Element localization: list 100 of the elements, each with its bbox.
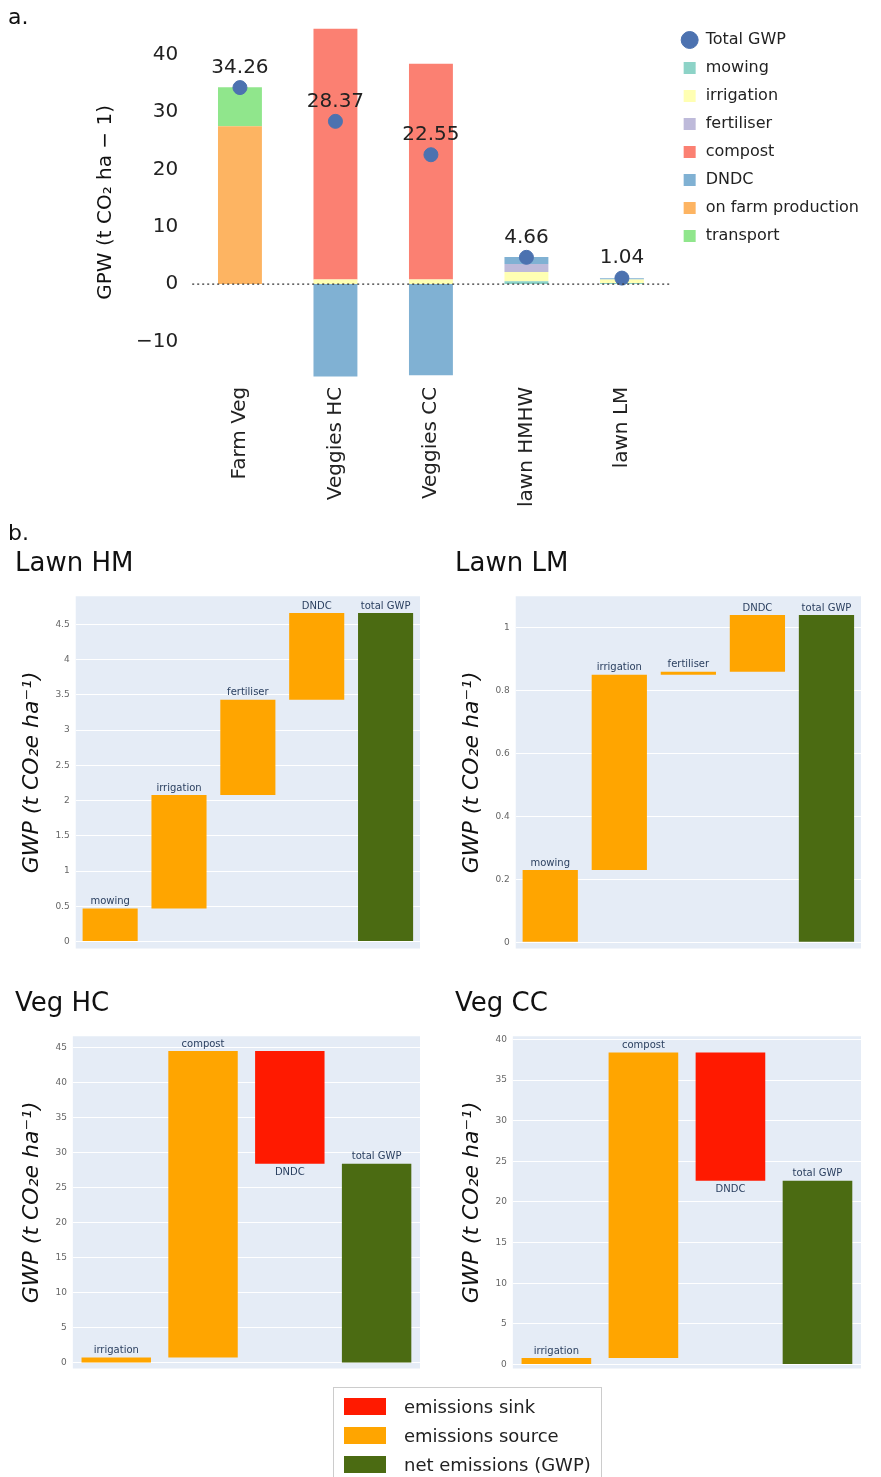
legend-label: compost bbox=[705, 141, 775, 161]
y-tick-label: 0.8 bbox=[495, 684, 510, 695]
y-tick-label: 2.5 bbox=[55, 759, 70, 770]
bar bbox=[695, 1052, 766, 1181]
y-tick-label: 0 bbox=[61, 1357, 68, 1368]
point bbox=[327, 113, 343, 129]
y-tick-label: 1 bbox=[63, 865, 70, 876]
x-tick-label: DNDC bbox=[742, 601, 773, 613]
bar bbox=[313, 279, 358, 285]
bar bbox=[729, 615, 786, 672]
x-tick-label: Veggies HC bbox=[321, 386, 346, 501]
bar bbox=[289, 613, 345, 700]
bar bbox=[521, 1358, 592, 1365]
y-tick-label: 30 bbox=[55, 1146, 68, 1157]
y-axis-title: GWP (t CO₂e ha⁻¹) bbox=[457, 1101, 483, 1304]
legend-label: emissions sink bbox=[404, 1396, 536, 1417]
bar bbox=[504, 272, 549, 282]
y-tick-label: 30 bbox=[152, 98, 179, 123]
bar bbox=[217, 87, 262, 127]
y-axis-title: GWP (t CO₂e ha⁻¹) bbox=[17, 671, 43, 874]
bar bbox=[217, 126, 262, 285]
y-tick-label: 35 bbox=[55, 1111, 67, 1122]
y-tick-label: 3 bbox=[63, 724, 70, 735]
legend-label: irrigation bbox=[705, 85, 779, 105]
y-tick-label: 3.5 bbox=[55, 689, 70, 700]
y-tick-label: 0.5 bbox=[55, 900, 70, 911]
text: a. bbox=[8, 4, 29, 29]
legend-label: transport bbox=[705, 225, 780, 245]
bar bbox=[798, 615, 855, 942]
bar bbox=[313, 284, 358, 377]
y-tick-label: 0 bbox=[503, 936, 510, 947]
point bbox=[423, 147, 439, 163]
point bbox=[614, 270, 630, 286]
data-label: 34.26 bbox=[211, 53, 269, 78]
y-tick-label: 20 bbox=[495, 1196, 508, 1207]
bar bbox=[504, 263, 549, 273]
x-tick-label: total GWP bbox=[801, 601, 852, 613]
x-tick-label: total GWP bbox=[792, 1167, 843, 1179]
y-tick-label: −10 bbox=[135, 327, 179, 352]
y-tick-label: 0 bbox=[63, 935, 70, 946]
bar bbox=[782, 1180, 853, 1365]
x-tick-label: total GWP bbox=[351, 1150, 402, 1162]
point bbox=[232, 80, 248, 96]
y-axis-title: GPW (t CO₂ ha − 1) bbox=[92, 104, 117, 300]
x-tick-label: Farm Veg bbox=[226, 386, 251, 480]
legend-label: emissions source bbox=[404, 1425, 559, 1446]
y-tick-label: 5 bbox=[61, 1322, 67, 1333]
point bbox=[518, 249, 534, 265]
y-tick-label: 25 bbox=[55, 1182, 67, 1193]
y-tick-label: 0 bbox=[165, 270, 179, 295]
y-tick-label: 0 bbox=[501, 1358, 508, 1369]
y-tick-label: 45 bbox=[55, 1041, 67, 1052]
y-tick-label: 15 bbox=[55, 1252, 67, 1263]
bar bbox=[151, 794, 207, 909]
y-tick-label: 0.6 bbox=[495, 747, 510, 758]
y-tick-label: 0.4 bbox=[495, 810, 510, 821]
bar bbox=[341, 1163, 412, 1363]
bar bbox=[82, 908, 138, 942]
x-tick-label: DNDC bbox=[301, 599, 332, 611]
bar bbox=[660, 671, 716, 675]
legend-label: on farm production bbox=[705, 197, 860, 217]
y-tick-label: 1 bbox=[503, 622, 510, 633]
legend-label: Total GWP bbox=[704, 29, 787, 49]
y-tick-label: 10 bbox=[55, 1287, 68, 1298]
chart-title: Lawn HM bbox=[15, 547, 134, 578]
y-tick-label: 40 bbox=[55, 1076, 68, 1087]
bar bbox=[358, 613, 414, 942]
legend-label: net emissions (GWP) bbox=[404, 1454, 591, 1475]
y-tick-label: 20 bbox=[152, 155, 179, 180]
chart-title: Veg CC bbox=[455, 987, 548, 1018]
legend-label: fertiliser bbox=[705, 113, 773, 133]
bar bbox=[408, 279, 453, 285]
x-tick-label: Veggies CC bbox=[417, 386, 442, 500]
y-tick-label: 10 bbox=[152, 212, 179, 237]
data-label: 4.66 bbox=[504, 223, 549, 248]
y-tick-label: 1.5 bbox=[55, 830, 70, 841]
y-tick-label: 25 bbox=[495, 1155, 507, 1166]
y-tick-label: 0.2 bbox=[495, 873, 510, 884]
y-tick-label: 5 bbox=[501, 1318, 507, 1329]
x-tick-label: lawn HMHW bbox=[512, 386, 537, 507]
x-tick-label: total GWP bbox=[360, 599, 411, 611]
bar bbox=[608, 1052, 679, 1359]
y-tick-label: 4 bbox=[63, 653, 70, 664]
legend-label: DNDC bbox=[705, 169, 754, 189]
y-tick-label: 30 bbox=[495, 1115, 508, 1126]
text: b. bbox=[8, 520, 29, 545]
chart-title: Lawn LM bbox=[455, 547, 569, 578]
bar bbox=[255, 1050, 325, 1164]
bar bbox=[408, 284, 453, 376]
y-axis-title: GWP (t CO₂e ha⁻¹) bbox=[17, 1101, 43, 1304]
y-tick-label: 15 bbox=[495, 1236, 507, 1247]
bar bbox=[522, 869, 578, 942]
y-tick-label: 10 bbox=[495, 1277, 508, 1288]
y-tick-label: 20 bbox=[55, 1217, 68, 1228]
bar bbox=[591, 674, 647, 870]
bar bbox=[81, 1357, 151, 1363]
x-tick-label: lawn LM bbox=[608, 386, 633, 469]
y-axis-title: GWP (t CO₂e ha⁻¹) bbox=[457, 671, 483, 874]
y-tick-label: 40 bbox=[495, 1033, 508, 1044]
bar bbox=[168, 1050, 238, 1358]
